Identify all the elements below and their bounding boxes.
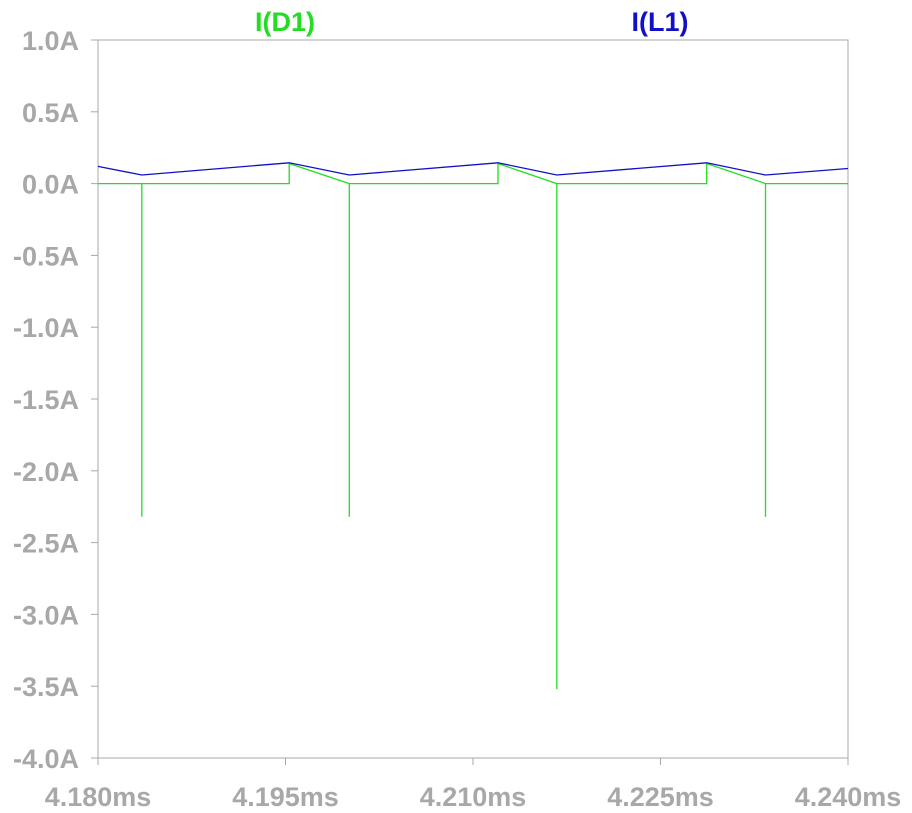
- series-line-i-d1: [98, 162, 848, 690]
- y-tick-label: 0.0A: [22, 170, 79, 200]
- x-tick-label: 4.210ms: [420, 782, 527, 812]
- y-tick-label: -3.0A: [13, 600, 79, 630]
- y-tick-label: -1.5A: [13, 385, 79, 415]
- y-tick-label: -0.5A: [13, 241, 79, 271]
- legend: I(D1) I(L1): [255, 7, 689, 37]
- y-axis-ticks: 1.0A 0.5A 0.0A -0.5A -1.0A -1.5A -2.0A -2.5A -3.…: [13, 26, 98, 774]
- x-tick-label: 4.225ms: [607, 782, 714, 812]
- x-tick-label: 4.240ms: [795, 782, 902, 812]
- x-tick-label: 4.180ms: [45, 782, 152, 812]
- x-axis-ticks: 4.180ms 4.195ms 4.210ms 4.225ms 4.240ms: [45, 758, 902, 812]
- y-tick-label: 1.0A: [22, 26, 79, 56]
- y-tick-label: -4.0A: [13, 744, 79, 774]
- series-line-i-l1: [97, 162, 849, 176]
- series-layer: [97, 162, 849, 690]
- y-tick-label: -2.5A: [13, 529, 79, 559]
- y-tick-label: -2.0A: [13, 457, 79, 487]
- y-tick-label: -1.0A: [13, 313, 79, 343]
- x-tick-label: 4.195ms: [232, 782, 339, 812]
- y-tick-label: -3.5A: [13, 672, 79, 702]
- y-tick-label: 0.5A: [22, 98, 79, 128]
- legend-label: I(L1): [632, 7, 689, 37]
- legend-label: I(D1): [255, 7, 315, 37]
